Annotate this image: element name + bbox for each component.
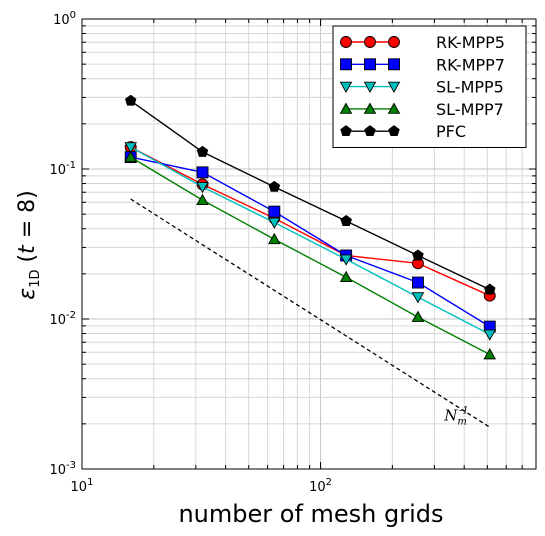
legend-marker-rk-mpp5 bbox=[340, 36, 352, 48]
data-point-sl-mpp5 bbox=[411, 292, 425, 304]
data-point-sl-mpp7 bbox=[411, 310, 425, 322]
series-sl-mpp7 bbox=[124, 150, 497, 360]
data-point-rk-mpp7 bbox=[196, 166, 209, 179]
x-tick-label: 101 bbox=[71, 477, 94, 495]
x-tick-label: 102 bbox=[309, 477, 332, 495]
legend-item-sl-mpp5: SL-MPP5 bbox=[339, 78, 504, 97]
legend: RK-MPP5 RK-MPP7 SL-MPP5 SL-MPP7 PFC bbox=[332, 25, 527, 148]
legend-item-pfc: PFC bbox=[340, 122, 466, 141]
data-point-pfc bbox=[124, 94, 137, 106]
data-point-sl-mpp5 bbox=[124, 142, 137, 154]
data-point-rk-mpp7 bbox=[268, 205, 281, 218]
y-tick-label: 100 bbox=[53, 10, 76, 28]
data-point-pfc bbox=[268, 180, 281, 192]
series-line-rk-mpp7 bbox=[130, 156, 491, 328]
series-sl-mpp5 bbox=[124, 142, 497, 341]
legend-label-rk-mpp7: RK-MPP7 bbox=[436, 55, 505, 74]
legend-marker-sl-mpp7 bbox=[387, 102, 401, 114]
data-point-rk-mpp7 bbox=[411, 276, 424, 289]
legend-marker-rk-mpp7 bbox=[340, 58, 352, 71]
reference-line bbox=[130, 198, 491, 428]
data-point-pfc bbox=[483, 283, 496, 295]
legend-marker-sl-mpp7 bbox=[363, 102, 377, 114]
legend-label-pfc: PFC bbox=[436, 122, 466, 141]
legend-label-sl-mpp5: SL-MPP5 bbox=[436, 78, 504, 97]
series-rk-mpp7 bbox=[124, 151, 496, 333]
data-point-sl-mpp7 bbox=[196, 193, 209, 205]
legend-marker-sl-mpp5 bbox=[387, 81, 401, 94]
legend-marker-pfc bbox=[364, 125, 376, 137]
legend-marker-rk-mpp7 bbox=[388, 58, 400, 71]
data-point-sl-mpp5 bbox=[339, 254, 353, 266]
data-point-pfc bbox=[412, 249, 424, 261]
x-axis-title: number of mesh grids bbox=[178, 500, 443, 528]
legend-marker-rk-mpp5 bbox=[388, 36, 400, 48]
legend-marker-sl-mpp5 bbox=[339, 81, 353, 94]
legend-marker-pfc bbox=[340, 125, 352, 137]
data-point-sl-mpp5 bbox=[483, 329, 497, 341]
y-axis-title: ε1D (t = 8) bbox=[15, 190, 43, 299]
legend-marker-rk-mpp7 bbox=[364, 58, 376, 71]
data-point-sl-mpp5 bbox=[268, 217, 281, 229]
series-line-pfc bbox=[130, 100, 491, 291]
legend-item-rk-mpp7: RK-MPP7 bbox=[340, 55, 505, 74]
legend-marker-sl-mpp5 bbox=[363, 81, 377, 94]
series-line-sl-mpp5 bbox=[130, 146, 491, 336]
reference-slope-line bbox=[130, 198, 491, 428]
legend-item-sl-mpp7: SL-MPP7 bbox=[339, 100, 504, 119]
axis-ticks: 101 102 10-3 10-2 10-1 100 bbox=[49, 10, 537, 495]
data-point-sl-mpp7 bbox=[124, 150, 137, 162]
series-pfc bbox=[124, 94, 496, 295]
series-line-sl-mpp7 bbox=[130, 156, 491, 356]
series-rk-mpp5 bbox=[124, 141, 496, 302]
y-tick-label: 10-1 bbox=[49, 160, 76, 178]
y-tick-label: 10-2 bbox=[49, 310, 76, 328]
data-point-pfc bbox=[340, 214, 352, 226]
series-line-rk-mpp5 bbox=[130, 146, 491, 297]
data-series bbox=[124, 94, 497, 360]
legend-label-sl-mpp7: SL-MPP7 bbox=[436, 100, 504, 119]
slope-annotation: Nm-1 bbox=[443, 406, 468, 428]
data-point-sl-mpp7 bbox=[483, 348, 497, 360]
plot-frame bbox=[81, 18, 537, 470]
legend-marker-rk-mpp5 bbox=[364, 36, 376, 48]
data-point-sl-mpp7 bbox=[339, 270, 353, 283]
legend-marker-pfc bbox=[388, 125, 400, 137]
data-point-sl-mpp7 bbox=[268, 232, 281, 245]
y-tick-label: 10-3 bbox=[49, 460, 76, 478]
legend-marker-sl-mpp7 bbox=[339, 102, 353, 114]
data-point-pfc bbox=[196, 145, 209, 157]
legend-item-rk-mpp5: RK-MPP5 bbox=[340, 33, 505, 52]
legend-label-rk-mpp5: RK-MPP5 bbox=[436, 33, 505, 52]
data-point-sl-mpp5 bbox=[196, 182, 209, 194]
